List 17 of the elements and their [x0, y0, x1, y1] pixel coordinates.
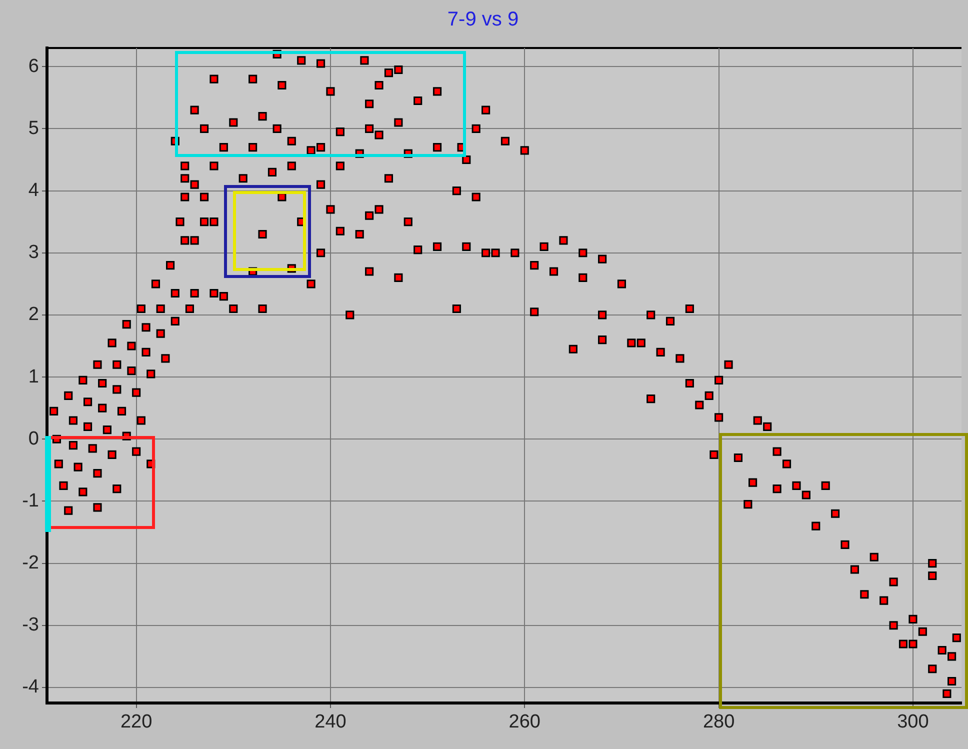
x-tick-label: 240 — [314, 712, 346, 733]
y-tick-label: -2 — [22, 552, 39, 574]
y-tick-label: -1 — [22, 490, 39, 512]
x-tick-label: 300 — [897, 712, 929, 733]
y-tick-label: -3 — [22, 614, 39, 636]
x-tick-label: 280 — [702, 712, 735, 733]
y-tick-label: 0 — [28, 428, 39, 450]
y-tick-label: -4 — [22, 676, 40, 698]
y-tick-label: 5 — [28, 118, 39, 139]
x-tick-label: 220 — [120, 712, 152, 733]
y-tick-label: 6 — [28, 56, 39, 77]
y-tick-label: 4 — [28, 180, 40, 202]
y-tick-label: 3 — [28, 242, 39, 264]
x-tick-label: 260 — [508, 712, 540, 733]
y-tick-label: 2 — [28, 304, 39, 326]
y-tick-label: 1 — [28, 366, 39, 388]
chart-title: 7-9 vs 9 — [447, 8, 519, 31]
